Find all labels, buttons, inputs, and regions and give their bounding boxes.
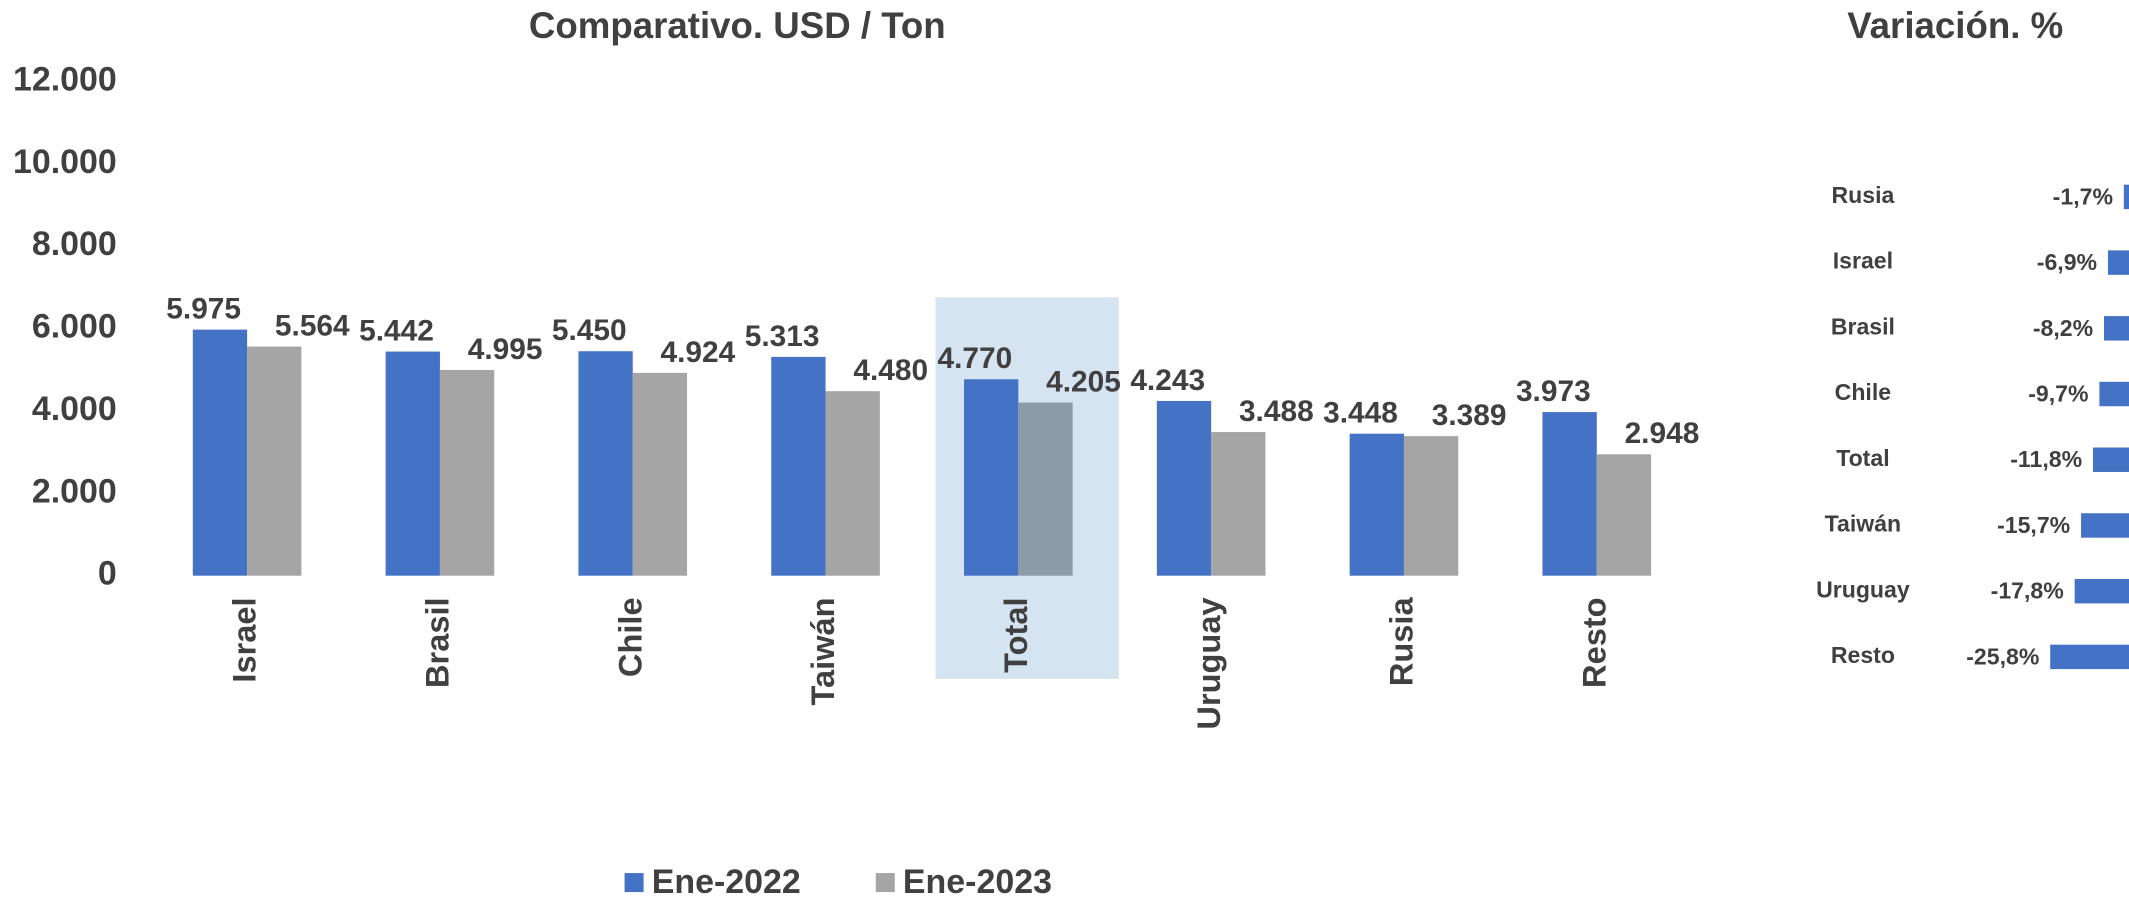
bar	[385, 351, 440, 576]
chart-title: Variación. %	[1847, 5, 2063, 46]
y-tick-label: 4.000	[32, 390, 117, 428]
bar	[2099, 381, 2129, 407]
y-tick-label: Brasil	[1831, 313, 1895, 339]
data-label: 3.448	[1323, 397, 1398, 430]
data-label: 4.480	[853, 354, 928, 387]
y-tick-label: 8.000	[32, 225, 117, 263]
data-label: -25,8%	[1966, 643, 2039, 669]
data-label: 5.564	[275, 309, 350, 342]
bar	[1156, 400, 1212, 576]
data-label: 3.973	[1516, 375, 1591, 408]
bar	[1542, 412, 1597, 576]
bar	[2123, 184, 2129, 210]
bar	[2050, 644, 2129, 670]
data-label: -17,8%	[1991, 578, 2064, 604]
data-label: 5.313	[745, 320, 820, 353]
x-tick-label: Taiwán	[805, 597, 841, 705]
y-tick-label: Chile	[1835, 379, 1892, 405]
legend-swatch	[875, 873, 895, 893]
x-tick-label: Brasil	[420, 597, 456, 688]
bar	[2103, 316, 2129, 341]
x-tick-label: Chile	[612, 597, 648, 677]
y-tick-label: Uruguay	[1816, 576, 1910, 602]
data-label: 4.770	[938, 342, 1013, 375]
y-tick-label: Taiwán	[1825, 511, 1902, 537]
bar	[632, 372, 688, 576]
data-label: 3.488	[1239, 395, 1314, 428]
bar	[192, 329, 248, 576]
y-tick-label: Rusia	[1831, 182, 1894, 208]
x-tick-label: Total	[998, 597, 1034, 672]
data-label: 5.975	[166, 292, 241, 325]
data-label: 5.450	[552, 314, 627, 347]
bar	[771, 356, 826, 576]
legend-label: Ene-2023	[903, 863, 1052, 898]
legend-swatch	[624, 873, 644, 893]
bar	[2107, 250, 2129, 275]
bar	[2081, 513, 2129, 538]
data-label: 4.243	[1130, 364, 1205, 397]
bar	[1403, 436, 1459, 576]
x-tick-label: Resto	[1576, 597, 1612, 688]
chart-title: Comparativo. USD / Ton	[529, 5, 946, 46]
bar	[247, 346, 302, 576]
bar	[2074, 578, 2129, 604]
bar	[1596, 454, 1652, 576]
y-tick-label: 2.000	[32, 472, 117, 510]
data-label: 4.924	[661, 336, 736, 369]
data-label: 4.205	[1046, 365, 1121, 398]
y-tick-label: 10.000	[13, 143, 117, 181]
data-label: -8,2%	[2033, 315, 2093, 341]
bar	[1349, 433, 1404, 576]
data-label: 2.948	[1625, 417, 1700, 450]
y-tick-label: Resto	[1831, 642, 1895, 668]
legend-label: Ene-2022	[652, 863, 801, 898]
bar	[825, 391, 880, 576]
x-tick-label: Rusia	[1384, 597, 1420, 687]
data-label: -6,9%	[2037, 249, 2097, 275]
data-label: 5.442	[359, 314, 434, 347]
x-tick-label: Uruguay	[1191, 597, 1227, 729]
y-tick-label: 6.000	[32, 308, 117, 346]
bar	[439, 369, 495, 576]
data-label: -15,7%	[1997, 512, 2070, 538]
data-label: -11,8%	[2010, 446, 2082, 472]
data-label: 3.389	[1432, 399, 1507, 432]
y-tick-label: 12.000	[13, 60, 117, 98]
bar	[2092, 447, 2129, 472]
bar	[964, 379, 1019, 576]
y-tick-label: 0	[98, 555, 117, 593]
data-label: -9,7%	[2028, 380, 2088, 406]
y-tick-label: Total	[1836, 445, 1889, 471]
data-label: -1,7%	[2053, 183, 2113, 209]
y-tick-label: Israel	[1833, 248, 1893, 274]
bar	[578, 351, 633, 576]
data-label: 4.995	[468, 333, 543, 366]
charts: Comparativo. USD / Ton 0 2.000 4.000 6.000 8.…	[13, 5, 2129, 898]
bar	[1018, 402, 1073, 576]
bar	[1211, 432, 1266, 576]
x-tick-label: Israel	[227, 597, 263, 682]
